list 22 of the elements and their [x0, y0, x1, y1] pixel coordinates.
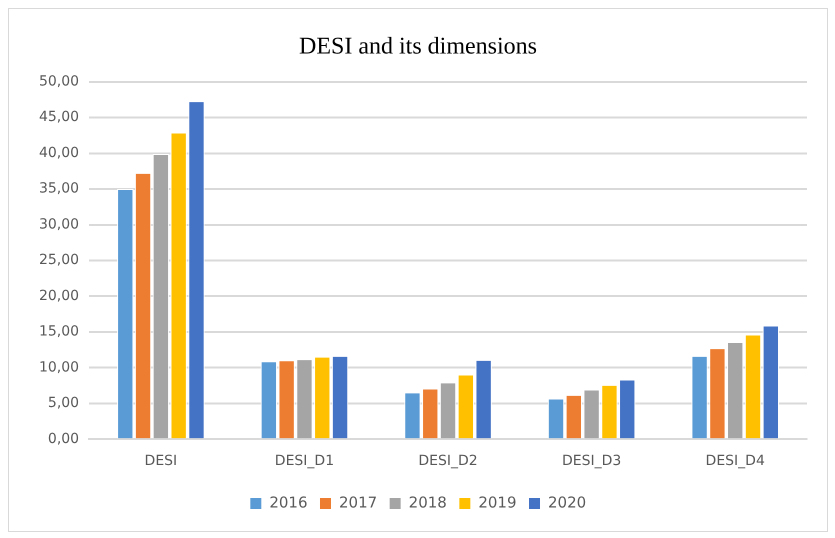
legend-label: 2017 [338, 493, 378, 512]
y-tick-label: 30,00 [38, 216, 80, 232]
legend-label: 2019 [478, 493, 517, 512]
y-tick-label: 25,00 [38, 252, 80, 268]
x-tick-label: DESI_D3 [562, 453, 622, 470]
legend-label: 2020 [548, 493, 586, 512]
legend-label: 2016 [269, 493, 308, 512]
chart-title: DESI and its dimensions [299, 34, 537, 60]
x-tick-label: DESI_D2 [418, 453, 478, 470]
legend-label: 2018 [408, 493, 447, 512]
y-tick-label: 20,00 [38, 288, 80, 304]
x-tick-label: DESI_D1 [274, 453, 334, 470]
x-tick-label: DESI [144, 453, 178, 470]
y-tick-label: 40,00 [38, 144, 80, 161]
y-tick-label: 10,00 [38, 359, 80, 376]
y-tick-label: 35,00 [38, 180, 80, 197]
y-tick-label: 5,00 [48, 395, 80, 412]
y-tick-label: 50,00 [38, 73, 80, 90]
x-tick-label: DESI_D4 [706, 453, 765, 470]
y-tick-label: 45,00 [38, 109, 80, 126]
y-tick-label: 15,00 [38, 324, 80, 340]
y-tick-label: 0,00 [48, 430, 80, 447]
